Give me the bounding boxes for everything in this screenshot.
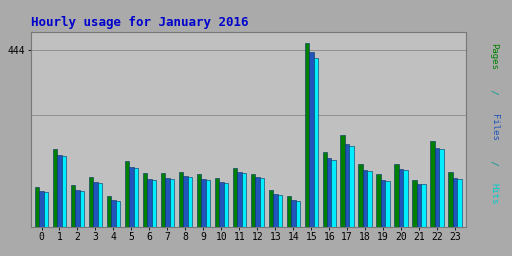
- Bar: [179, 172, 183, 227]
- Bar: [345, 144, 350, 227]
- Text: Pages: Pages: [489, 43, 499, 70]
- Bar: [403, 170, 408, 227]
- Bar: [394, 164, 399, 227]
- Bar: [273, 194, 278, 227]
- Bar: [368, 171, 372, 227]
- Bar: [35, 187, 39, 227]
- Bar: [435, 148, 439, 227]
- Bar: [399, 169, 403, 227]
- Bar: [291, 200, 295, 227]
- Bar: [237, 172, 242, 227]
- Bar: [111, 200, 116, 227]
- Bar: [165, 178, 169, 227]
- Bar: [169, 179, 174, 227]
- Text: Hourly usage for January 2016: Hourly usage for January 2016: [31, 16, 248, 29]
- Bar: [187, 177, 192, 227]
- Bar: [224, 183, 228, 227]
- Bar: [161, 173, 165, 227]
- Bar: [295, 201, 300, 227]
- Text: Files: Files: [489, 114, 499, 141]
- Bar: [260, 178, 264, 227]
- Bar: [417, 184, 421, 227]
- Bar: [313, 58, 318, 227]
- Bar: [62, 156, 66, 227]
- Bar: [152, 180, 156, 227]
- Bar: [134, 168, 138, 227]
- Bar: [125, 161, 129, 227]
- Bar: [449, 172, 453, 227]
- Bar: [75, 190, 80, 227]
- Bar: [457, 179, 462, 227]
- Bar: [44, 192, 48, 227]
- Bar: [129, 167, 134, 227]
- Bar: [106, 196, 111, 227]
- Bar: [278, 195, 282, 227]
- Bar: [269, 190, 273, 227]
- Bar: [232, 168, 237, 227]
- Bar: [381, 180, 386, 227]
- Bar: [255, 177, 260, 227]
- Bar: [89, 177, 93, 227]
- Bar: [57, 155, 62, 227]
- Bar: [71, 185, 75, 227]
- Bar: [93, 182, 98, 227]
- Bar: [39, 191, 44, 227]
- Bar: [215, 178, 219, 227]
- Bar: [206, 180, 210, 227]
- Bar: [309, 52, 313, 227]
- Bar: [53, 149, 57, 227]
- Text: Hits: Hits: [489, 183, 499, 205]
- Bar: [413, 180, 417, 227]
- Bar: [287, 196, 291, 227]
- Bar: [421, 185, 426, 227]
- Text: /: /: [489, 84, 499, 100]
- Bar: [147, 179, 152, 227]
- Bar: [250, 174, 255, 227]
- Bar: [327, 158, 331, 227]
- Bar: [350, 146, 354, 227]
- Bar: [376, 174, 381, 227]
- Bar: [340, 135, 345, 227]
- Text: /: /: [489, 155, 499, 171]
- Bar: [242, 173, 246, 227]
- Bar: [453, 178, 457, 227]
- Bar: [431, 141, 435, 227]
- Bar: [363, 170, 368, 227]
- Bar: [201, 179, 206, 227]
- Bar: [80, 191, 84, 227]
- Bar: [197, 174, 201, 227]
- Bar: [331, 160, 336, 227]
- Bar: [183, 176, 187, 227]
- Bar: [386, 180, 390, 227]
- Bar: [358, 164, 363, 227]
- Bar: [323, 152, 327, 227]
- Bar: [305, 43, 309, 227]
- Bar: [439, 149, 444, 227]
- Bar: [98, 183, 102, 227]
- Bar: [219, 182, 224, 227]
- Bar: [143, 173, 147, 227]
- Bar: [116, 201, 120, 227]
